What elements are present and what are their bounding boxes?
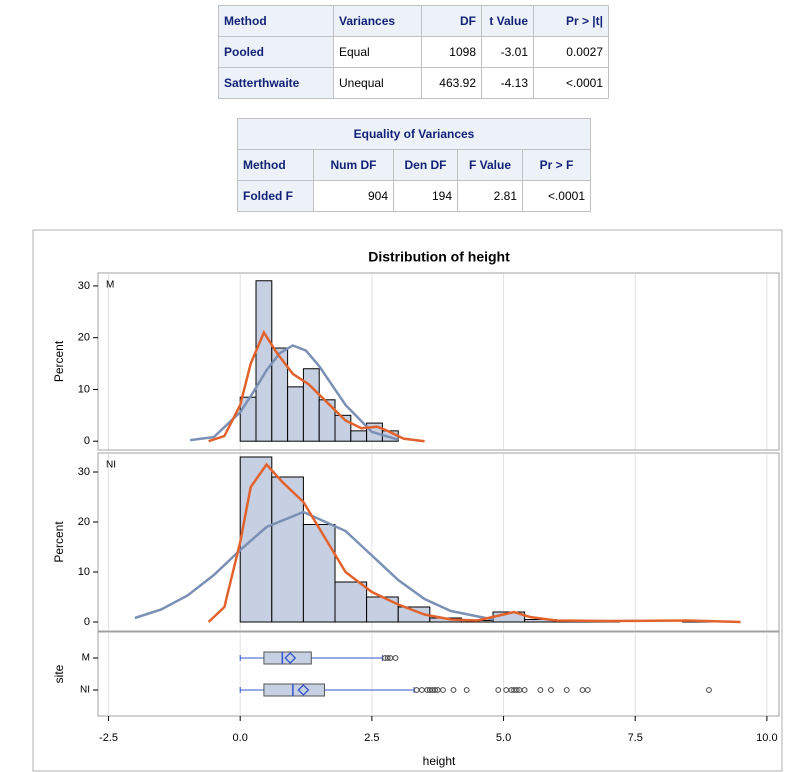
outlier [706, 687, 712, 693]
y-tick-label: M [82, 653, 90, 664]
table-row: Pooled Equal 1098 -3.01 0.0027 [218, 36, 609, 68]
outlier [450, 687, 457, 693]
outlier [384, 655, 391, 661]
histogram-bar [334, 581, 368, 623]
outlier [563, 687, 570, 693]
column-header: Num DF [313, 149, 394, 181]
histogram-bar [318, 399, 336, 442]
header-row: Method Variances DF t Value Pr > |t| [218, 5, 609, 37]
histogram-bar [302, 368, 320, 442]
panel-label: NI [106, 460, 116, 471]
outlier [521, 687, 528, 693]
x-tick-label: 10.0 [756, 732, 777, 744]
table-title: Equality of Variances [237, 118, 591, 150]
y-tick-label: 20 [78, 516, 90, 528]
y-tick-label: NI [80, 685, 90, 696]
cell: -3.01 [481, 36, 534, 68]
outlier [392, 655, 399, 661]
histogram-bar [350, 430, 368, 442]
histogram-bar [239, 456, 273, 623]
y-tick-label: 0 [84, 616, 90, 628]
title-row: Equality of Variances [237, 118, 591, 150]
cell: -4.13 [481, 67, 534, 99]
density-curve [190, 344, 399, 442]
density-curve [207, 462, 741, 624]
cell: <.0001 [522, 180, 591, 212]
histogram-bar [271, 476, 304, 623]
outlier [463, 687, 470, 693]
cell: 1098 [421, 36, 482, 68]
histogram-bar [366, 596, 399, 623]
outlier [537, 687, 544, 693]
cell: 0.0027 [533, 36, 609, 68]
x-tick-label: -2.5 [99, 732, 118, 744]
mean-marker [284, 652, 297, 664]
column-header: Pr > |t| [533, 5, 609, 37]
outlier [432, 687, 438, 693]
y-axis-label: site [52, 664, 66, 683]
variance-table: Equality of Variances Method Num DF Den DF F… [237, 118, 591, 212]
cell: 2.81 [457, 180, 523, 212]
table-row: Satterthwaite Unequal 463.92 -4.13 <.0001 [218, 67, 609, 99]
outlier [440, 687, 446, 693]
y-tick-label: 30 [78, 466, 90, 478]
column-header: F Value [457, 149, 523, 181]
panel-frame [97, 452, 780, 632]
density-curve [134, 510, 494, 621]
header-row: Method Num DF Den DF F Value Pr > F [237, 149, 591, 181]
histogram-bar [287, 386, 304, 442]
density-curve [208, 329, 425, 443]
outlier [548, 687, 554, 693]
y-tick-label: 10 [78, 566, 90, 578]
histogram-bar [302, 524, 336, 623]
outlier [513, 687, 520, 693]
panel-frame [97, 272, 780, 451]
chart-title: Distribution of height [368, 249, 510, 265]
panel-frame [97, 631, 780, 717]
ttest-table: Method Variances DF t Value Pr > |t| Pooled Eq… [218, 5, 609, 99]
row-header: Satterthwaite [218, 67, 334, 99]
y-tick-label: 30 [78, 280, 90, 292]
outlier [584, 687, 591, 693]
x-axis-label: height [423, 754, 456, 768]
cell: <.0001 [533, 67, 609, 99]
column-header: Den DF [393, 149, 458, 181]
histogram-bar [255, 280, 273, 442]
mean-marker [297, 684, 310, 696]
row-header: Pooled [218, 36, 334, 68]
x-tick-label: 0.0 [233, 732, 248, 744]
cell: 463.92 [421, 67, 482, 99]
y-tick-label: 10 [78, 383, 90, 395]
y-tick-label: 0 [84, 435, 90, 447]
x-tick-label: 5.0 [496, 732, 511, 744]
column-header: Method [218, 5, 334, 37]
y-axis-label: Percent [52, 521, 66, 563]
y-axis-label: Percent [52, 340, 66, 382]
column-header: Pr > F [522, 149, 591, 181]
cell: Unequal [333, 67, 422, 99]
table-row: Folded F 904 194 2.81 <.0001 [237, 180, 591, 212]
panel-label: M [106, 280, 114, 291]
histogram-bar [239, 396, 257, 442]
box [263, 683, 325, 697]
x-tick-label: 2.5 [364, 732, 379, 744]
cell: 194 [393, 180, 458, 212]
cell: Equal [333, 36, 422, 68]
outlier [495, 687, 502, 693]
box [263, 651, 312, 665]
x-tick-label: 7.5 [628, 732, 643, 744]
row-header: Folded F [237, 180, 314, 212]
y-tick-label: 20 [78, 332, 90, 344]
cell: 904 [313, 180, 394, 212]
